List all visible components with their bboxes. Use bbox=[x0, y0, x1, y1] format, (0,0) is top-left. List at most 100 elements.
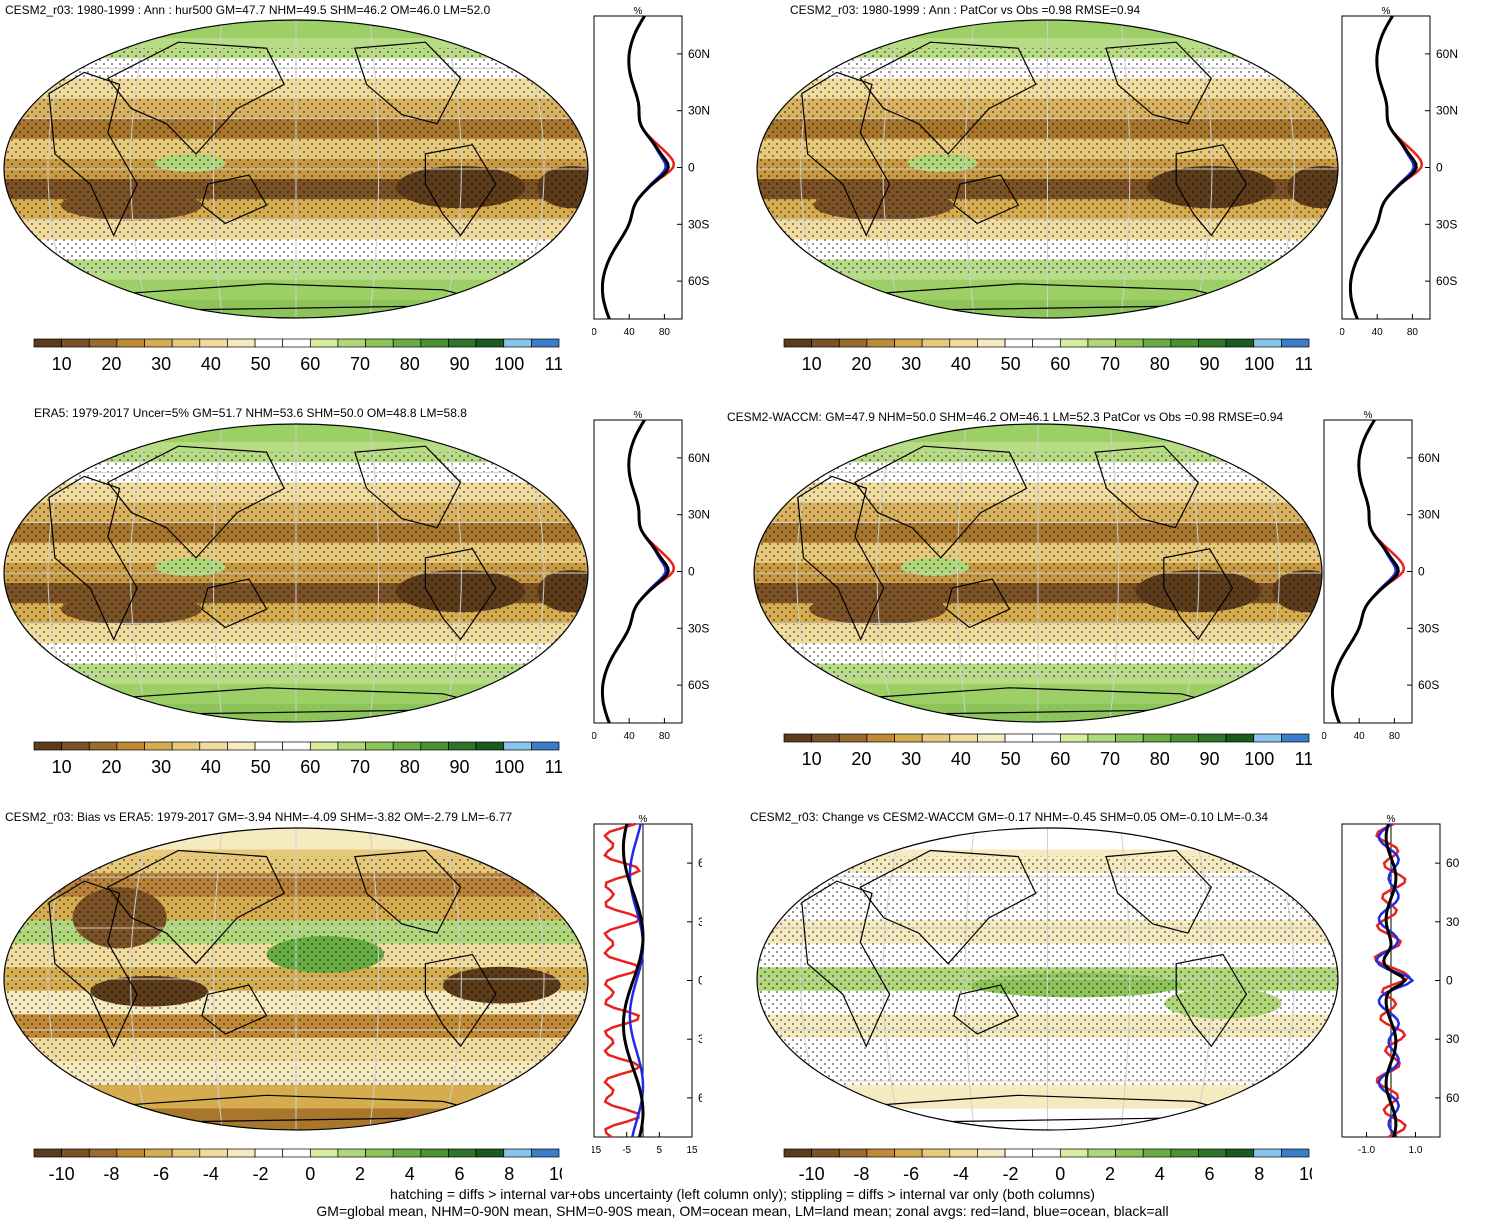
zonal-lat-label: 30S bbox=[688, 621, 709, 635]
colorbar-swatch bbox=[894, 733, 923, 743]
colorbar-swatch bbox=[254, 1148, 284, 1158]
zonal-unit-label: % bbox=[1364, 410, 1373, 421]
colorbar-tick-label: 4 bbox=[1155, 1164, 1165, 1184]
colorbar-swatch bbox=[783, 733, 812, 743]
colorbar-swatch bbox=[1253, 1148, 1282, 1158]
colorbar-swatch bbox=[309, 741, 339, 751]
colorbar-tick-label: -4 bbox=[953, 1164, 969, 1184]
colorbar-tick-label: -10 bbox=[799, 1164, 825, 1184]
colorbar-swatch bbox=[199, 338, 228, 348]
colorbar-swatch bbox=[811, 733, 840, 743]
panel-6-zonal-profile: % 60N 30N 0 30S 60S -1.0 1.0 bbox=[1341, 814, 1460, 1156]
colorbar-swatch bbox=[949, 1148, 978, 1158]
colorbar-swatch bbox=[977, 733, 1006, 743]
colorbar-swatch bbox=[1115, 338, 1144, 348]
colorbar-tick-label: 20 bbox=[101, 757, 121, 777]
colorbar-tick-label: 20 bbox=[851, 749, 871, 769]
colorbar-swatch bbox=[337, 741, 366, 751]
colorbar-swatch bbox=[33, 338, 62, 348]
zonal-lat-label: 60S bbox=[688, 678, 709, 692]
zonal-x-tick: 15 bbox=[686, 1145, 698, 1156]
panel-1-zonal-profile: % 60N 30N 0 30S 60S 0 40 80 bbox=[592, 6, 710, 338]
panel-6-map bbox=[756, 827, 1339, 1131]
zonal-x-tick: 40 bbox=[1372, 327, 1384, 338]
colorbar-swatch bbox=[365, 1148, 394, 1158]
zonal-lat-label: 60N bbox=[698, 856, 702, 870]
colorbar-tick-label: 50 bbox=[251, 354, 271, 374]
colorbar-tick-label: 10 bbox=[802, 749, 822, 769]
colorbar-swatch bbox=[894, 338, 923, 348]
colorbar-tick-label: 6 bbox=[1205, 1164, 1215, 1184]
colorbar-tick-label: -8 bbox=[103, 1164, 119, 1184]
zonal-line-all bbox=[600, 419, 670, 724]
colorbar-tick-label: 70 bbox=[350, 757, 370, 777]
colorbar-swatch bbox=[1142, 338, 1172, 348]
colorbar-swatch bbox=[61, 741, 90, 751]
zonal-x-tick: -15 bbox=[592, 1145, 602, 1156]
colorbar-swatch bbox=[977, 338, 1006, 348]
colorbar-swatch bbox=[783, 338, 812, 348]
colorbar-swatch bbox=[1281, 1148, 1310, 1158]
colorbar-tick-label: -8 bbox=[853, 1164, 869, 1184]
colorbar-swatch bbox=[783, 1148, 812, 1158]
zonal-line-all bbox=[1348, 15, 1418, 320]
zonal-x-tick: 80 bbox=[659, 327, 671, 338]
colorbar-swatch bbox=[227, 1148, 256, 1158]
colorbar-tick-label: 80 bbox=[400, 354, 420, 374]
colorbar-swatch bbox=[392, 741, 422, 751]
panel-4-title: CESM2-WACCM: GM=47.9 NHM=50.0 SHM=46.2 O… bbox=[727, 410, 1284, 424]
colorbar-tick-label: 10 bbox=[52, 354, 72, 374]
colorbar-tick-label: -4 bbox=[203, 1164, 219, 1184]
colorbar-swatch bbox=[866, 1148, 895, 1158]
panel-2-colorbar: 10 20 30 40 50 60 70 80 90 100 110 bbox=[783, 338, 1312, 374]
zonal-lat-label: 30S bbox=[1436, 217, 1457, 231]
colorbar-tick-label: 100 bbox=[1244, 749, 1274, 769]
panel-1-title: CESM2_r03: 1980-1999 : Ann : hur500 GM=4… bbox=[5, 3, 491, 17]
colorbar-swatch bbox=[1281, 338, 1310, 348]
colorbar-swatch bbox=[144, 338, 173, 348]
colorbar-tick-label: 40 bbox=[201, 757, 221, 777]
zonal-line-all bbox=[600, 15, 670, 320]
colorbar-tick-label: 8 bbox=[1254, 1164, 1264, 1184]
zonal-lat-label: 0 bbox=[698, 974, 702, 988]
colorbar-tick-label: 110 bbox=[1295, 354, 1312, 374]
zonal-line-all bbox=[1330, 419, 1400, 724]
colorbar-tick-label: 60 bbox=[300, 757, 320, 777]
zonal-lat-label: 60N bbox=[1446, 856, 1460, 870]
colorbar-swatch bbox=[33, 1148, 62, 1158]
colorbar-swatch bbox=[337, 338, 366, 348]
colorbar-tick-label: 50 bbox=[251, 757, 271, 777]
colorbar-swatch bbox=[365, 741, 394, 751]
colorbar-tick-label: 8 bbox=[504, 1164, 514, 1184]
colorbar-swatch bbox=[1087, 338, 1116, 348]
colorbar-tick-label: 30 bbox=[901, 749, 921, 769]
panel-6-colorbar: -10 -8 -6 -4 -2 0 2 4 6 8 10 bbox=[783, 1148, 1312, 1184]
colorbar-swatch bbox=[171, 741, 201, 751]
colorbar-swatch bbox=[420, 741, 449, 751]
colorbar-tick-label: 80 bbox=[400, 757, 420, 777]
panel-5-colorbar: -10 -8 -6 -4 -2 0 2 4 6 8 10 bbox=[33, 1148, 562, 1184]
colorbar-swatch bbox=[282, 338, 311, 348]
colorbar-swatch bbox=[894, 1148, 923, 1158]
zonal-lat-label: 30S bbox=[1446, 1032, 1460, 1046]
colorbar-swatch bbox=[838, 1148, 868, 1158]
colorbar-swatch bbox=[1115, 733, 1144, 743]
colorbar-tick-label: 20 bbox=[101, 354, 121, 374]
zonal-unit-label: % bbox=[1382, 6, 1391, 17]
colorbar-swatch bbox=[531, 1148, 560, 1158]
colorbar-swatch bbox=[1198, 338, 1227, 348]
zonal-lat-label: 60N bbox=[1436, 47, 1458, 61]
colorbar-swatch bbox=[1087, 733, 1116, 743]
colorbar-swatch bbox=[116, 741, 145, 751]
colorbar-tick-label: 30 bbox=[151, 757, 171, 777]
colorbar-swatch bbox=[61, 1148, 90, 1158]
colorbar-tick-label: 80 bbox=[1150, 749, 1170, 769]
colorbar-tick-label: 100 bbox=[494, 757, 524, 777]
zonal-lat-label: 60S bbox=[1446, 1091, 1460, 1105]
colorbar-tick-label: 90 bbox=[450, 757, 470, 777]
colorbar-swatch bbox=[1115, 1148, 1144, 1158]
footnote-line-1: hatching = diffs > internal var+obs unce… bbox=[390, 1186, 1095, 1202]
zonal-lat-label: 60S bbox=[688, 274, 709, 288]
colorbar-tick-label: 110 bbox=[545, 757, 562, 777]
colorbar-tick-label: 60 bbox=[300, 354, 320, 374]
